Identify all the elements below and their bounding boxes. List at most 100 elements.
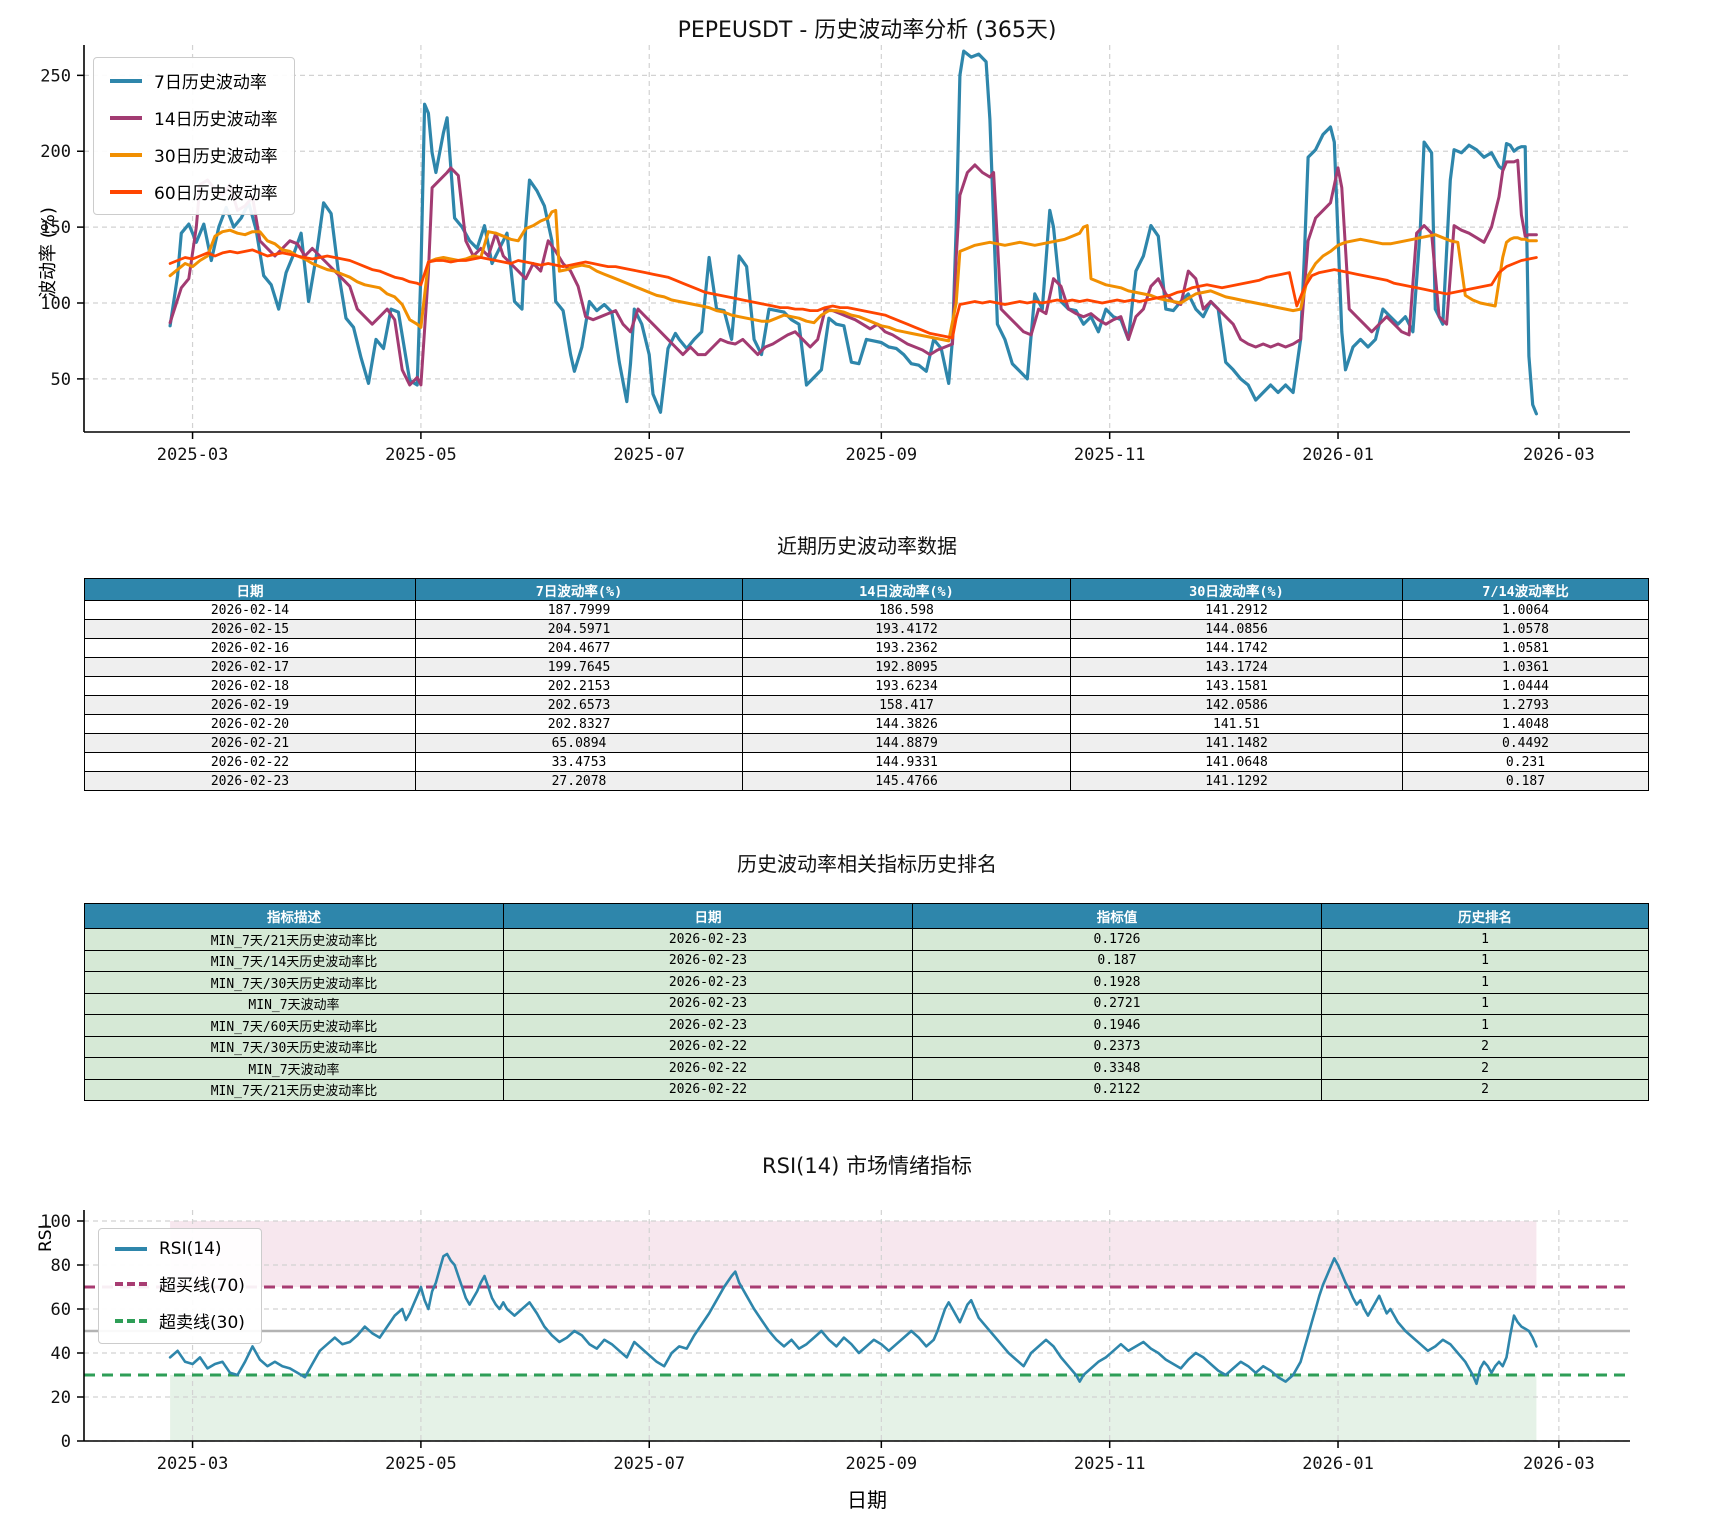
column-header: 30日波动率(%) — [1070, 578, 1403, 601]
x-tick-label: 2026-01 — [1302, 445, 1374, 465]
table-cell: 1 — [1321, 971, 1649, 994]
table-cell: 2 — [1321, 1078, 1649, 1101]
legend-line-swatch — [110, 78, 142, 83]
table-cell: 2026-02-21 — [84, 733, 416, 753]
legend-line-swatch — [110, 115, 142, 120]
legend-item: 超卖线(30) — [115, 1308, 245, 1333]
x-tick-label: 2025-03 — [157, 445, 229, 465]
table-cell: 2026-02-16 — [84, 638, 416, 658]
table-row: MIN_7天/30天历史波动率比 2026-02-23 0.1928 1 — [84, 971, 1649, 994]
table-cell: 144.1742 — [1070, 638, 1403, 658]
table-cell: 158.417 — [742, 695, 1071, 715]
table-cell: 1.4048 — [1402, 714, 1649, 734]
table-row: MIN_7天/30天历史波动率比 2026-02-22 0.2373 2 — [84, 1035, 1649, 1058]
column-header: 14日波动率(%) — [742, 578, 1071, 601]
rsi-chart: 0 20 40 60 80 100 2025-03 2025-05 2025-07 2025-09… — [40, 1210, 1630, 1474]
x-tick-label: 2026-01 — [1302, 1454, 1374, 1474]
column-header: 7/14波动率比 — [1402, 578, 1649, 601]
threshold-band — [170, 1375, 1537, 1441]
rsi-x-axis-label: 日期 — [847, 1488, 887, 1512]
legend-item: 30日历史波动率 — [110, 142, 278, 167]
column-header: 指标描述 — [84, 903, 504, 929]
table-cell: MIN_7天/30天历史波动率比 — [84, 1035, 504, 1058]
legend-item: RSI(14) — [115, 1239, 245, 1259]
legend-line-swatch — [110, 189, 142, 194]
table-cell: MIN_7天/60天历史波动率比 — [84, 1014, 504, 1037]
table-cell: MIN_7天波动率 — [84, 1057, 504, 1080]
x-tick-label: 2025-11 — [1074, 1454, 1146, 1474]
table-cell: MIN_7天/30天历史波动率比 — [84, 971, 504, 994]
x-tick-label: 2026-03 — [1523, 445, 1595, 465]
x-tick-label: 2025-07 — [613, 1454, 685, 1474]
table-cell: 0.1726 — [912, 928, 1322, 951]
table-cell: 0.2122 — [912, 1078, 1322, 1101]
table-cell: 2026-02-23 — [503, 949, 913, 972]
legend-label: 14日历史波动率 — [154, 110, 278, 130]
table-cell: 2026-02-23 — [503, 971, 913, 994]
table-header-row: 日期 7日波动率(%) 14日波动率(%) 30日波动率(%) 7/14波动率比 — [84, 578, 1649, 601]
table-cell: 2026-02-23 — [503, 1014, 913, 1037]
table-row: 2026-02-19 202.6573 158.417 142.0586 1.2793 — [84, 695, 1649, 715]
threshold-band — [170, 1221, 1537, 1287]
y-tick-label: 100 — [40, 1212, 71, 1232]
table-cell: 141.2912 — [1070, 600, 1403, 620]
legend-item: 7日历史波动率 — [110, 68, 278, 93]
table-row: MIN_7天波动率 2026-02-22 0.3348 2 — [84, 1057, 1649, 1080]
table-cell: 2026-02-17 — [84, 657, 416, 677]
y-tick-label: 50 — [51, 370, 71, 390]
table-cell: 1 — [1321, 949, 1649, 972]
table-cell: 204.4677 — [415, 638, 743, 658]
table-cell: 193.6234 — [742, 676, 1071, 696]
table-row: MIN_7天/21天历史波动率比 2026-02-22 0.2122 2 — [84, 1078, 1649, 1101]
table-cell: 2026-02-23 — [503, 992, 913, 1015]
legend-label: 7日历史波动率 — [154, 73, 267, 93]
table-cell: 2026-02-23 — [503, 928, 913, 951]
legend-label: 60日历史波动率 — [154, 184, 278, 204]
table-cell: 192.8095 — [742, 657, 1071, 677]
table-cell: 199.7645 — [415, 657, 743, 677]
y-tick-label: 200 — [40, 142, 71, 162]
table-cell: 1.0578 — [1402, 619, 1649, 639]
rsi-chart-title: RSI(14) 市场情绪指标 — [762, 1154, 972, 1178]
x-tick-label: 2025-03 — [157, 1454, 229, 1474]
y-tick-label: 250 — [40, 66, 71, 86]
table-row: 2026-02-20 202.8327 144.3826 141.51 1.4048 — [84, 714, 1649, 734]
table-cell: 2 — [1321, 1035, 1649, 1058]
table-cell: 144.8879 — [742, 733, 1071, 753]
table-cell: MIN_7天/14天历史波动率比 — [84, 949, 504, 972]
y-tick-label: 40 — [51, 1344, 71, 1364]
table-row: MIN_7天波动率 2026-02-23 0.2721 1 — [84, 992, 1649, 1015]
table-cell: 0.1928 — [912, 971, 1322, 994]
table-cell: 202.2153 — [415, 676, 743, 696]
legend-item: 超买线(70) — [115, 1271, 245, 1296]
rsi-chart-legend: RSI(14) 超买线(70) 超卖线(30) — [98, 1228, 262, 1344]
legend-label: 超卖线(30) — [159, 1313, 245, 1333]
table-row: 2026-02-16 204.4677 193.2362 144.1742 1.0581 — [84, 638, 1649, 658]
x-tick-label: 2025-09 — [846, 445, 918, 465]
table-row: 2026-02-22 33.4753 144.9331 141.0648 0.231 — [84, 752, 1649, 772]
table-cell: 2026-02-22 — [503, 1078, 913, 1101]
y-tick-label: 0 — [61, 1432, 71, 1452]
table-cell: 2026-02-22 — [503, 1057, 913, 1080]
series-line — [168, 208, 1538, 343]
column-header: 日期 — [84, 578, 416, 601]
y-tick-label: 60 — [51, 1300, 71, 1320]
table-cell: 186.598 — [742, 600, 1071, 620]
legend-label: 30日历史波动率 — [154, 147, 278, 167]
volatility-chart: 50 100 150 200 250 2025-03 2025-05 2025-07 2025-… — [40, 45, 1630, 465]
table-cell: 1 — [1321, 992, 1649, 1015]
series-line — [168, 1252, 1538, 1386]
table-cell: 187.7999 — [415, 600, 743, 620]
table-cell: 1.0361 — [1402, 657, 1649, 677]
table-row: 2026-02-18 202.2153 193.6234 143.1581 1.0444 — [84, 676, 1649, 696]
table-cell: 65.0894 — [415, 733, 743, 753]
table-row: 2026-02-23 27.2078 145.4766 141.1292 0.187 — [84, 771, 1649, 791]
table-cell: 141.0648 — [1070, 752, 1403, 772]
table-row: 2026-02-17 199.7645 192.8095 143.1724 1.0361 — [84, 657, 1649, 677]
table-cell: 143.1581 — [1070, 676, 1403, 696]
table-cell: 1.0581 — [1402, 638, 1649, 658]
table-row: MIN_7天/14天历史波动率比 2026-02-23 0.187 1 — [84, 949, 1649, 972]
table-cell: 0.4492 — [1402, 733, 1649, 753]
table-cell: 142.0586 — [1070, 695, 1403, 715]
